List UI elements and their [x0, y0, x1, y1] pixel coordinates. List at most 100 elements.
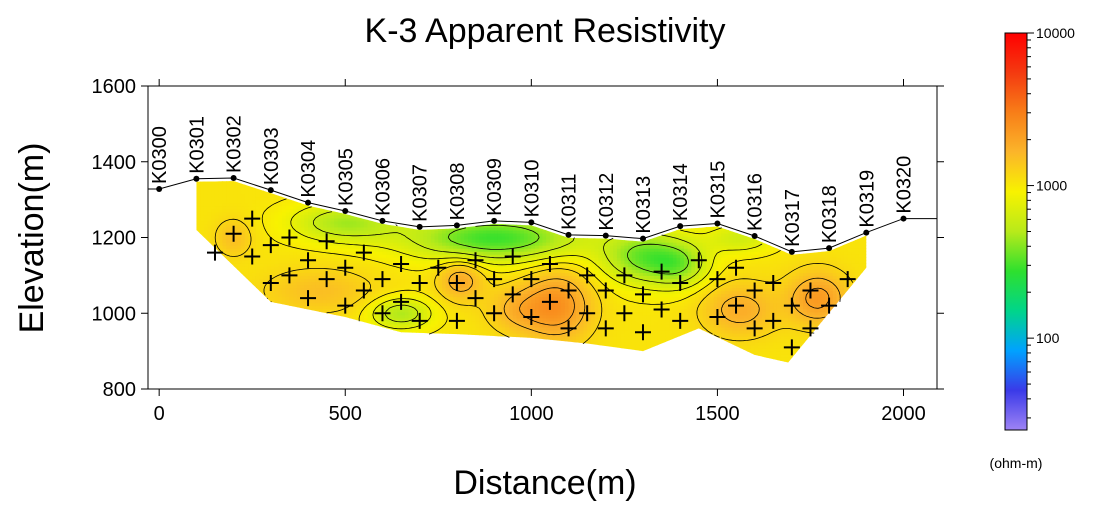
resistivity-cell: [311, 217, 317, 222]
resistivity-cell: [337, 269, 343, 273]
resistivity-cell: [434, 329, 439, 334]
resistivity-cell: [419, 275, 425, 280]
resistivity-cell: [386, 281, 391, 286]
resistivity-cell: [203, 193, 209, 198]
resistivity-cell: [330, 278, 335, 283]
resistivity-cell: [367, 269, 372, 273]
resistivity-cell: [371, 275, 376, 280]
resistivity-cell: [237, 232, 242, 237]
resistivity-cell: [237, 266, 242, 270]
resistivity-cell: [408, 293, 413, 298]
resistivity-cell: [386, 302, 391, 307]
resistivity-cell: [259, 266, 264, 270]
resistivity-cell: [419, 284, 425, 289]
resistivity-cell: [460, 314, 465, 319]
resistivity-cell: [471, 235, 477, 240]
resistivity-cell: [423, 323, 428, 328]
resistivity-cell: [430, 302, 436, 307]
resistivity-cell: [445, 278, 451, 283]
resistivity-cell: [382, 242, 387, 246]
resistivity-cell: [293, 214, 298, 219]
resistivity-cell: [207, 196, 212, 201]
resistivity-cell: [330, 299, 335, 304]
resistivity-cell: [430, 239, 436, 243]
resistivity-cell: [322, 296, 328, 301]
resistivity-cell: [415, 290, 421, 295]
resistivity-cell: [393, 317, 398, 322]
resistivity-cell: [404, 263, 410, 267]
resistivity-cell: [412, 263, 417, 267]
resistivity-cell: [293, 293, 298, 298]
resistivity-cell: [259, 260, 264, 264]
resistivity-cell: [304, 220, 309, 225]
resistivity-cell: [408, 272, 413, 276]
resistivity-cell: [415, 275, 421, 280]
resistivity-cell: [434, 254, 439, 258]
resistivity-cell: [196, 229, 201, 234]
resistivity-cell: [319, 299, 324, 304]
resistivity-cell: [430, 229, 436, 234]
resistivity-cell: [315, 302, 320, 307]
resistivity-cell: [375, 314, 380, 319]
resistivity-cell: [270, 260, 276, 264]
resistivity-cell: [415, 239, 421, 243]
resistivity-cell: [259, 208, 264, 213]
resistivity-cell: [360, 220, 365, 225]
resistivity-cell: [237, 251, 242, 255]
resistivity-cell: [393, 311, 398, 316]
resistivity-cell: [363, 229, 369, 234]
resistivity-cell: [255, 251, 261, 255]
resistivity-cell: [229, 232, 235, 237]
resistivity-cell: [404, 248, 410, 252]
resistivity-cell: [289, 302, 294, 307]
resistivity-cell: [442, 299, 447, 304]
resistivity-cell: [196, 190, 201, 195]
resistivity-cell: [360, 272, 365, 276]
resistivity-cell: [378, 242, 384, 246]
resistivity-cell: [255, 284, 261, 289]
resistivity-cell: [382, 287, 387, 292]
resistivity-cell: [337, 220, 343, 225]
resistivity-cell: [482, 308, 488, 313]
resistivity-cell: [367, 260, 372, 264]
resistivity-cell: [442, 269, 447, 273]
resistivity-cell: [200, 211, 205, 216]
resistivity-cell: [393, 226, 398, 231]
resistivity-cell: [334, 299, 339, 304]
resistivity-cell: [468, 311, 473, 316]
resistivity-cell: [438, 317, 443, 322]
resistivity-cell: [259, 205, 264, 210]
resistivity-cell: [382, 245, 387, 249]
resistivity-cell: [468, 248, 473, 252]
resistivity-cell: [404, 254, 410, 258]
resistivity-cell: [281, 257, 287, 261]
resistivity-cell: [348, 217, 354, 222]
resistivity-cell: [363, 269, 369, 273]
resistivity-cell: [412, 275, 417, 280]
resistivity-cell: [255, 208, 261, 213]
resistivity-cell: [267, 232, 272, 237]
resistivity-cell: [330, 226, 335, 231]
resistivity-cell: [438, 293, 443, 298]
resistivity-cell: [445, 290, 451, 295]
resistivity-cell: [304, 211, 309, 216]
resistivity-cell: [449, 242, 454, 246]
resistivity-cell: [241, 242, 246, 246]
resistivity-cell: [248, 229, 253, 234]
resistivity-cell: [445, 251, 451, 255]
resistivity-cell: [482, 266, 488, 270]
resistivity-cell: [404, 251, 410, 255]
resistivity-cell: [274, 211, 279, 216]
resistivity-cell: [289, 281, 294, 286]
resistivity-cell: [241, 193, 246, 198]
resistivity-cell: [274, 284, 279, 289]
resistivity-cell: [319, 281, 324, 286]
resistivity-cell: [296, 272, 302, 276]
resistivity-cell: [326, 305, 331, 310]
resistivity-cell: [311, 272, 317, 276]
resistivity-cell: [244, 269, 250, 273]
resistivity-cell: [267, 202, 272, 207]
resistivity-cell: [274, 232, 279, 237]
resistivity-cell: [393, 281, 398, 286]
resistivity-cell: [386, 229, 391, 234]
